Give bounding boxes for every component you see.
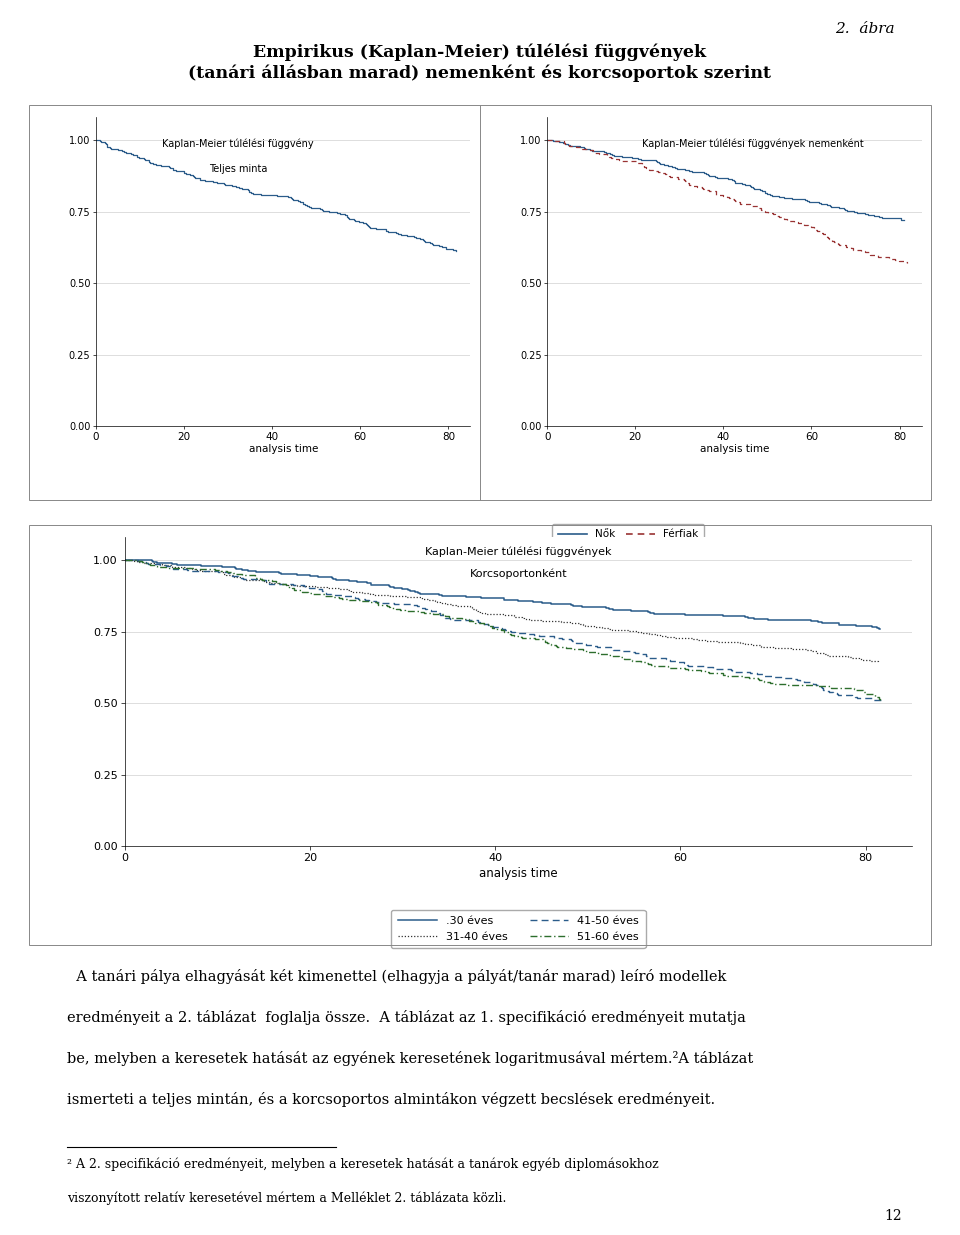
Text: ismerteti a teljes mintán, és a korcsoportos almintákon végzett becslések eredmé: ismerteti a teljes mintán, és a korcsopo… <box>67 1092 715 1107</box>
X-axis label: analysis time: analysis time <box>249 445 318 454</box>
Text: (tanári állásban marad) nemenként és korcsoportok szerint: (tanári állásban marad) nemenként és kor… <box>188 64 772 82</box>
Text: Kaplan-Meier túlélési függvények nemenként: Kaplan-Meier túlélési függvények nemenké… <box>642 140 864 149</box>
Text: 2.  ábra: 2. ábra <box>835 22 895 36</box>
Text: Kaplan-Meier túlélési függvények: Kaplan-Meier túlélési függvények <box>425 546 612 557</box>
Legend: Nők, Férfiak: Nők, Férfiak <box>552 524 704 545</box>
Text: eredményeit a 2. táblázat  foglalja össze.  A táblázat az 1. specifikáció eredmé: eredményeit a 2. táblázat foglalja össze… <box>67 1010 746 1025</box>
Text: viszonyított relatív keresetével mértem a Melléklet 2. táblázata közli.: viszonyított relatív keresetével mértem … <box>67 1192 507 1205</box>
X-axis label: analysis time: analysis time <box>700 445 769 454</box>
Text: A tanári pálya elhagyását két kimenettel (elhagyja a pályát/tanár marad) leíró m: A tanári pálya elhagyását két kimenettel… <box>67 969 727 984</box>
Text: Korcsoportonként: Korcsoportonként <box>469 568 567 579</box>
Text: Teljes minta: Teljes minta <box>209 164 268 174</box>
Text: 12: 12 <box>884 1209 901 1223</box>
Text: Empirikus (Kaplan-Meier) túlélési függvények: Empirikus (Kaplan-Meier) túlélési függvé… <box>253 43 707 61</box>
Text: Kaplan-Meier túlélési függvény: Kaplan-Meier túlélési függvény <box>162 140 314 149</box>
Legend: .30 éves, 31-40 éves, 41-50 éves, 51-60 éves: .30 éves, 31-40 éves, 41-50 éves, 51-60 … <box>391 910 646 948</box>
X-axis label: analysis time: analysis time <box>479 867 558 881</box>
Text: ² A 2. specifikáció eredményeit, melyben a keresetek hatását a tanárok egyéb dip: ² A 2. specifikáció eredményeit, melyben… <box>67 1157 659 1171</box>
Text: be, melyben a keresetek hatását az egyének keresetének logaritmusával mértem.²A : be, melyben a keresetek hatását az egyén… <box>67 1051 754 1066</box>
